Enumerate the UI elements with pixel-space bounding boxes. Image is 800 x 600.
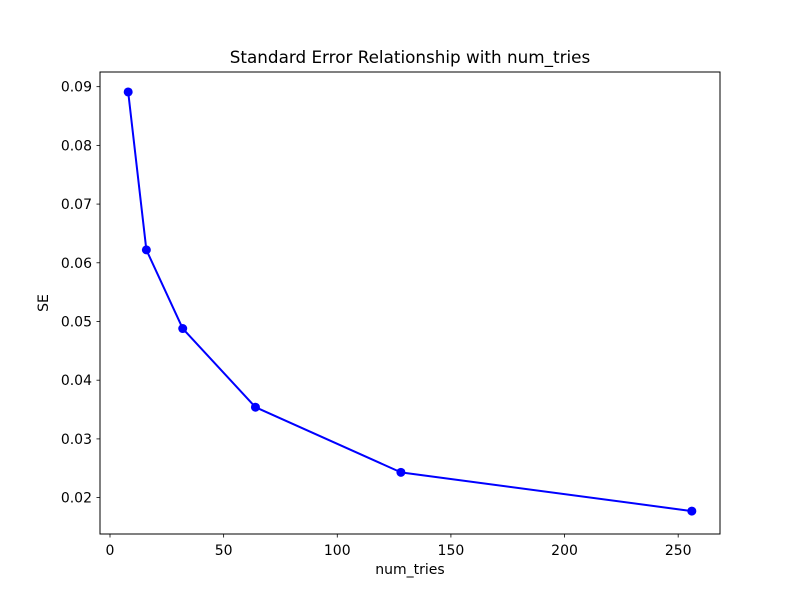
y-tick-label: 0.08 [61,138,92,154]
x-axis-label: num_tries [375,562,444,578]
y-tick-label: 0.04 [61,373,92,389]
y-tick-label: 0.07 [61,197,92,213]
y-tick-label: 0.02 [61,491,92,507]
plot-area: 0 50 100 150 200 250 0.02 0.03 0.04 0.05 0.06 0.07 0… [61,71,721,559]
x-tick-label: 200 [551,543,578,559]
x-tick-label: 50 [215,543,233,559]
plot-title: Standard Error Relationship with num_tri… [230,47,590,68]
data-point [396,467,406,477]
y-axis-label: SE [36,294,52,312]
y-tick-label: 0.05 [61,314,92,330]
axes-spines [99,71,721,535]
data-point [178,324,188,334]
data-point [250,402,260,412]
x-tick-label: 150 [438,543,465,559]
x-tick-label: 0 [106,543,115,559]
data-point [687,506,697,516]
data-line [127,91,692,513]
y-tick-label: 0.06 [61,256,92,272]
data-point [123,87,133,97]
data-point [141,245,151,255]
x-tick-label: 100 [324,543,351,559]
y-tick-label: 0.03 [61,432,92,448]
x-tick-label: 250 [665,543,692,559]
y-tick-label: 0.09 [61,80,92,96]
